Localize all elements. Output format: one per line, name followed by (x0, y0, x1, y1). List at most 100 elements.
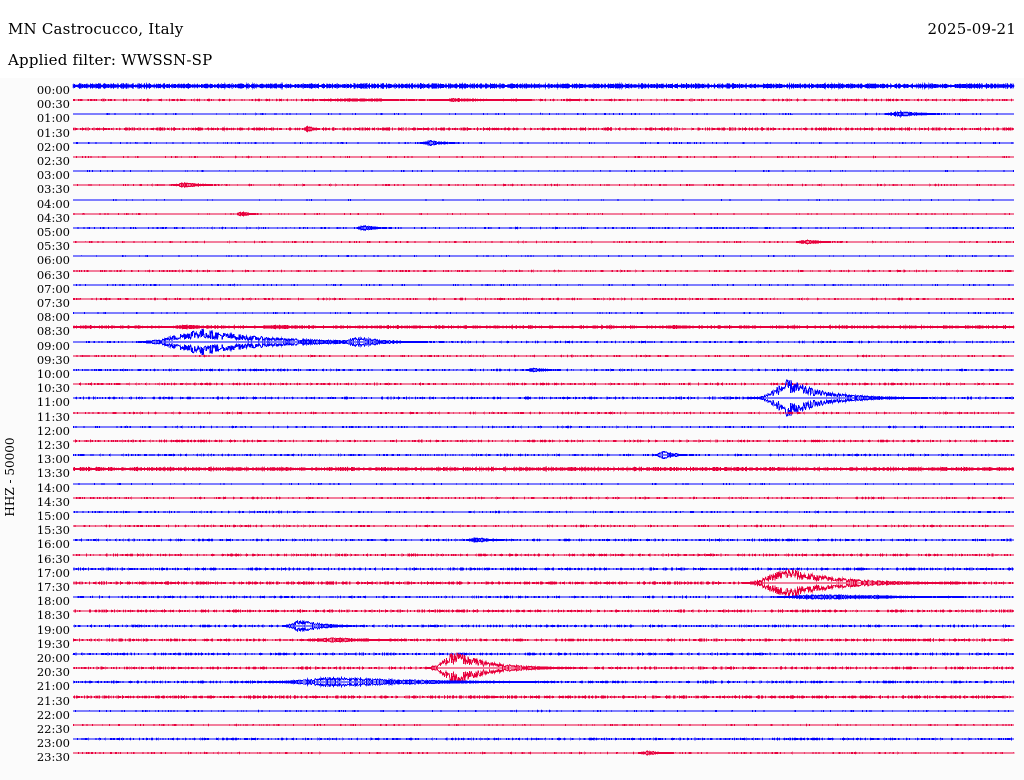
trace-row-time-label: 14:00 (36, 480, 70, 495)
trace-waveform (72, 611, 1015, 641)
trace-svg (72, 311, 1014, 315)
trace-row: 00:30 (0, 97, 1024, 113)
trace-svg (72, 524, 1015, 528)
trace-row: 04:00 (0, 196, 1024, 213)
trace-svg (73, 139, 1014, 147)
trace-waveform (72, 298, 1014, 328)
trace-svg (72, 709, 1015, 713)
trace-waveform (72, 710, 1015, 740)
trace-row-time-label: 03:30 (36, 182, 70, 197)
trace-waveform (73, 568, 1015, 598)
header: MN Castrocucco, Italy Applied filter: WW… (0, 0, 1024, 78)
trace-row: 18:00 (0, 593, 1024, 610)
trace-row: 05:00 (0, 224, 1024, 241)
trace-row: 17:00 (0, 565, 1024, 582)
trace-row-time-label: 17:00 (36, 565, 70, 580)
trace-svg (73, 283, 1014, 287)
trace-svg (72, 439, 1014, 443)
trace-row-time-label: 09:30 (36, 352, 70, 367)
trace-svg (73, 568, 1015, 598)
trace-waveform (72, 398, 1015, 428)
trace-waveform (73, 99, 1014, 129)
trace-svg (72, 425, 1015, 429)
trace-waveform (72, 170, 1015, 200)
trace-row: 22:00 (0, 709, 1024, 724)
trace-row-time-label: 09:00 (36, 338, 70, 353)
trace-svg (72, 155, 1014, 159)
trace-waveform (72, 454, 1015, 484)
trace-svg (72, 224, 1015, 232)
trace-svg (72, 496, 1015, 500)
date-label: 2025-09-21 (927, 20, 1016, 38)
trace-row-time-label: 23:30 (36, 750, 70, 765)
trace-svg (73, 593, 1015, 601)
trace-svg (72, 694, 1015, 699)
trace-waveform (73, 554, 1015, 584)
trace-row: 09:00 (0, 328, 1024, 355)
trace-svg (72, 269, 1014, 273)
trace-svg (73, 536, 1014, 544)
trace-row-time-label: 21:30 (36, 693, 70, 708)
trace-row: 05:30 (0, 239, 1024, 255)
trace-row: 04:30 (0, 210, 1024, 227)
trace-svg (72, 82, 1015, 90)
trace-svg (72, 97, 1015, 103)
trace-svg (72, 328, 1015, 355)
trace-row-time-label: 02:30 (36, 154, 70, 168)
trace-svg (72, 124, 1015, 133)
trace-row-time-label: 12:00 (36, 423, 70, 438)
trace-svg (73, 382, 1014, 386)
trace-svg (72, 255, 1015, 258)
trace-row-time-label: 12:30 (36, 438, 70, 452)
trace-row: 08:30 (0, 324, 1024, 340)
trace-waveform (72, 412, 1015, 442)
trace-waveform (72, 652, 1014, 684)
trace-waveform (73, 128, 1014, 158)
trace-row-time-label: 06:00 (36, 253, 70, 268)
trace-waveform (73, 724, 1015, 754)
trace-row-time-label: 16:00 (36, 537, 70, 552)
trace-waveform (72, 156, 1015, 186)
trace-row: 16:00 (0, 536, 1024, 553)
trace-row: 13:30 (0, 466, 1024, 482)
trace-row-time-label: 07:00 (36, 281, 70, 296)
trace-waveform (73, 525, 1014, 555)
trace-row-time-label: 01:00 (36, 111, 70, 126)
trace-row-time-label: 04:00 (36, 196, 70, 211)
trace-row-time-label: 22:30 (36, 722, 70, 736)
trace-row: 12:00 (0, 423, 1024, 440)
trace-waveform (72, 71, 1015, 101)
trace-row: 07:00 (0, 281, 1024, 298)
trace-waveform (72, 114, 1015, 144)
trace-svg (72, 466, 1015, 473)
trace-waveform (72, 379, 1015, 417)
trace-row-time-label: 10:00 (36, 367, 70, 381)
trace-svg (73, 198, 1015, 201)
trace-row-time-label: 02:00 (36, 139, 70, 154)
trace-row: 23:00 (0, 736, 1024, 752)
trace-waveform (73, 596, 1015, 626)
trace-waveform (72, 682, 1015, 712)
trace-waveform (72, 440, 1015, 470)
trace-waveform (73, 582, 1015, 612)
trace-row-time-label: 00:30 (36, 97, 70, 112)
trace-row-time-label: 20:00 (36, 651, 70, 665)
trace-row-time-label: 05:30 (36, 239, 70, 254)
trace-svg (73, 110, 1014, 119)
trace-row-time-label: 15:30 (36, 523, 70, 538)
trace-svg (73, 676, 1015, 689)
trace-svg (73, 324, 1015, 331)
trace-row-time-label: 00:00 (36, 83, 70, 97)
trace-row-time-label: 08:30 (36, 324, 70, 339)
trace-waveform (72, 696, 1015, 726)
helicorder-plot: HHZ - 50000 00:00 00:30 01:00 01:30 02:00 02:… (0, 78, 1024, 780)
trace-row-time-label: 14:30 (36, 494, 70, 509)
trace-row: 14:30 (0, 494, 1024, 511)
trace-row: 14:00 (0, 480, 1024, 497)
trace-row: 03:00 (0, 169, 1024, 184)
trace-svg (72, 652, 1014, 684)
trace-waveform (73, 270, 1014, 300)
trace-waveform (72, 241, 1015, 271)
trace-row-time-label: 11:30 (36, 409, 70, 424)
trace-row-time-label: 23:00 (36, 736, 70, 751)
